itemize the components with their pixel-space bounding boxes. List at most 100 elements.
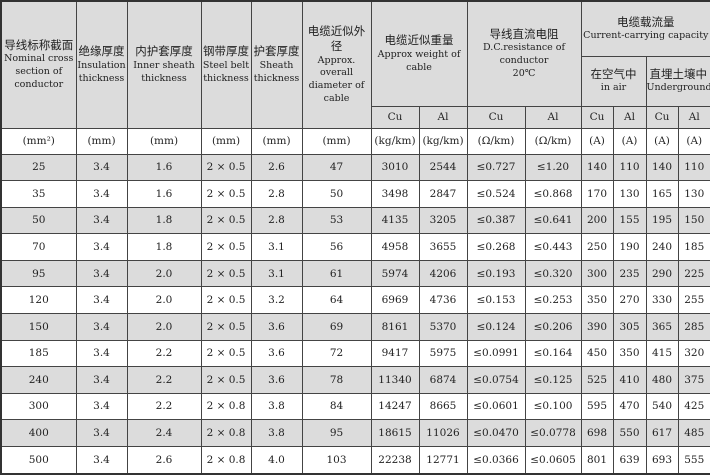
table-cell: ≤0.0754 <box>466 366 526 394</box>
table-cell: 400 <box>0 419 77 447</box>
table-cell: 1.8 <box>126 233 202 261</box>
table-cell: 285 <box>677 312 710 341</box>
unit-cell: (mm) <box>250 127 303 155</box>
table-cell: 47 <box>301 153 372 182</box>
table-row: 500 3.4 2.6 2 × 0.8 4.0 103 22238 12771 ≤0.0366 ≤… <box>0 445 710 475</box>
table-cell: 2 × 0.8 <box>200 445 252 475</box>
table-cell: 3.4 <box>75 233 128 261</box>
table-cell: 22238 <box>370 445 420 475</box>
table-cell: 3.1 <box>250 233 303 261</box>
table-cell: 1.6 <box>126 180 202 208</box>
table-cell: 120 <box>0 286 77 314</box>
table-cell: ≤0.0601 <box>466 392 526 421</box>
table-cell: 110 <box>612 153 647 182</box>
table-cell: 3.4 <box>75 366 128 394</box>
table-cell: 3.8 <box>250 392 303 421</box>
table-cell: 240 <box>0 366 77 394</box>
unit-cell: (A) <box>580 127 614 155</box>
table-cell: ≤0.727 <box>466 153 526 182</box>
header-inner-sheath: 内护套厚度 Inner sheath thickness <box>126 0 202 129</box>
table-cell: 190 <box>612 233 647 261</box>
table-cell: 6969 <box>370 286 420 314</box>
table-cell: 415 <box>645 339 679 368</box>
table-row: 95 3.4 2.0 2 × 0.5 3.1 61 5974 4206 ≤0.193 ≤0.320… <box>0 259 710 288</box>
table-cell: 5975 <box>418 339 468 368</box>
header-sheath: 护套厚度 Sheath thickness <box>250 0 303 129</box>
table-cell: 3655 <box>418 233 468 261</box>
subheader: Cu <box>370 105 420 129</box>
table-cell: ≤0.153 <box>466 286 526 314</box>
table-cell: ≤0.0605 <box>524 445 582 475</box>
table-cell: ≤0.524 <box>466 180 526 208</box>
table-cell: 801 <box>580 445 614 475</box>
table-cell: 185 <box>0 339 77 368</box>
table-cell: ≤0.193 <box>466 259 526 288</box>
table-cell: 2.2 <box>126 339 202 368</box>
table-cell: 525 <box>580 366 614 394</box>
table-cell: ≤0.387 <box>466 206 526 235</box>
table-cell: 4.0 <box>250 445 303 475</box>
table-row: 300 3.4 2.2 2 × 0.8 3.8 84 14247 8665 ≤0.0601 ≤0.… <box>0 392 710 421</box>
table-cell: 4736 <box>418 286 468 314</box>
table-cell: 140 <box>580 153 614 182</box>
table-cell: 2 × 0.5 <box>200 286 252 314</box>
table-cell: 225 <box>677 259 710 288</box>
table-cell: 290 <box>645 259 679 288</box>
table-cell: 1.8 <box>126 206 202 235</box>
table-cell: ≤0.443 <box>524 233 582 261</box>
table-cell: 61 <box>301 259 372 288</box>
table-cell: 480 <box>645 366 679 394</box>
unit-cell: (kg/km) <box>370 127 420 155</box>
subheader: Al <box>612 105 647 129</box>
table-cell: 330 <box>645 286 679 314</box>
table-cell: 53 <box>301 206 372 235</box>
table-cell: 35 <box>0 180 77 208</box>
table-cell: 84 <box>301 392 372 421</box>
table-body: (mm²) (mm) (mm) (mm) (mm) (mm) (kg/km) (kg/km)(… <box>0 127 710 475</box>
table-row: 120 3.4 2.0 2 × 0.5 3.2 64 6969 4736 ≤0.153 ≤0.25… <box>0 286 710 314</box>
table-cell: 8665 <box>418 392 468 421</box>
table-cell: 3.4 <box>75 339 128 368</box>
table-cell: 5370 <box>418 312 468 341</box>
table-cell: 410 <box>612 366 647 394</box>
unit-cell: (A) <box>677 127 710 155</box>
table-cell: 3.8 <box>250 419 303 447</box>
table-cell: 150 <box>0 312 77 341</box>
table-cell: 2 × 0.5 <box>200 259 252 288</box>
table-cell: 70 <box>0 233 77 261</box>
table-row: 185 3.4 2.2 2 × 0.5 3.6 72 9417 5975 ≤0.0991 ≤0.1… <box>0 339 710 368</box>
table-cell: 595 <box>580 392 614 421</box>
header-diameter: 电缆近似外径 Approx. overall diameter of cable <box>301 0 372 129</box>
table-cell: 4135 <box>370 206 420 235</box>
header-steel-belt: 钢带厚度 Steel belt thickness <box>200 0 252 129</box>
table-cell: ≤0.0778 <box>524 419 582 447</box>
table-cell: 155 <box>612 206 647 235</box>
header-conductor: 导线标称截面 Nominal cross section of conductor <box>0 0 77 129</box>
table-cell: 3498 <box>370 180 420 208</box>
table-cell: 110 <box>677 153 710 182</box>
table-row: 35 3.4 1.6 2 × 0.5 2.8 50 3498 2847 ≤0.524 ≤0.868… <box>0 180 710 208</box>
table-cell: 3.6 <box>250 312 303 341</box>
table-cell: ≤0.125 <box>524 366 582 394</box>
table-cell: 3.4 <box>75 259 128 288</box>
table-cell: 365 <box>645 312 679 341</box>
table-cell: 375 <box>677 366 710 394</box>
table-cell: 3.1 <box>250 259 303 288</box>
table-cell: 11026 <box>418 419 468 447</box>
header-resistance: 导线直流电阻 D.C.resistance of conductor 20℃ <box>466 0 582 107</box>
table-cell: ≤0.268 <box>466 233 526 261</box>
table-cell: ≤0.253 <box>524 286 582 314</box>
table-cell: 3.4 <box>75 445 128 475</box>
table-cell: 2 × 0.5 <box>200 180 252 208</box>
table-cell: 3.4 <box>75 206 128 235</box>
table-row: 400 3.4 2.4 2 × 0.8 3.8 95 18615 11026 ≤0.0470 ≤0… <box>0 419 710 447</box>
table-cell: 4958 <box>370 233 420 261</box>
table-cell: 3205 <box>418 206 468 235</box>
table-row: 70 3.4 1.8 2 × 0.5 3.1 56 4958 3655 ≤0.268 ≤0.443… <box>0 233 710 261</box>
table-cell: 639 <box>612 445 647 475</box>
table-cell: 300 <box>580 259 614 288</box>
table-cell: 103 <box>301 445 372 475</box>
table-cell: 2.4 <box>126 419 202 447</box>
header-in-air: 在空气中 in air <box>580 55 647 107</box>
